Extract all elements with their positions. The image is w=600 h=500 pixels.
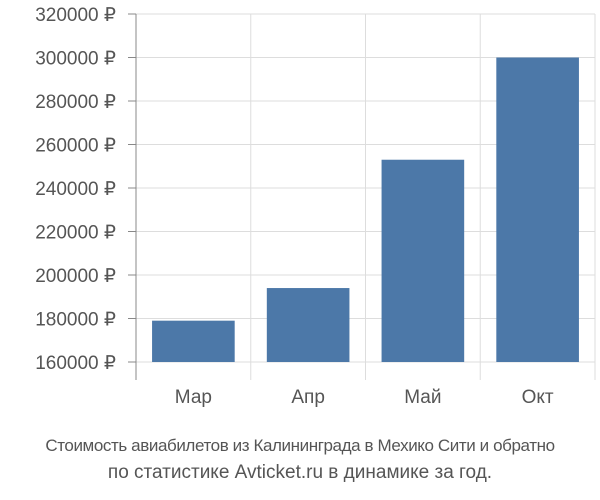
grid-lines [136,13,596,380]
bar-chart: 160000 ₽ 180000 ₽ 200000 ₽ 220000 ₽ 240000 ₽… [35,5,596,408]
chart-caption-line-1: Стоимость авиабилетов из Калининграда в … [45,436,555,455]
bar-апр [266,288,350,362]
bars [152,57,579,362]
y-tick-label: 280000 ₽ [35,92,116,113]
y-tick-label: 300000 ₽ [35,49,116,70]
chart-caption-line-2: по статистике Avticket.ru в динамике за … [107,462,493,483]
bar-май [381,159,465,362]
x-category-label: Май [404,387,441,408]
x-category-label: Мар [175,387,212,408]
axes [128,13,137,380]
bar-окт [496,57,579,362]
x-category-label: Апр [291,387,325,408]
y-tick-label: 260000 ₽ [35,136,116,157]
x-category-label: Окт [522,387,554,408]
y-tick-label: 200000 ₽ [35,266,116,287]
y-tick-label: 220000 ₽ [35,223,116,244]
y-tick-label: 180000 ₽ [35,310,116,331]
y-tick-label: 240000 ₽ [35,179,116,200]
bar-мар [152,320,235,362]
y-tick-label: 160000 ₽ [35,353,116,374]
labels: 160000 ₽ 180000 ₽ 200000 ₽ 220000 ₽ 240000 ₽… [35,5,554,408]
y-tick-label: 320000 ₽ [35,5,116,26]
